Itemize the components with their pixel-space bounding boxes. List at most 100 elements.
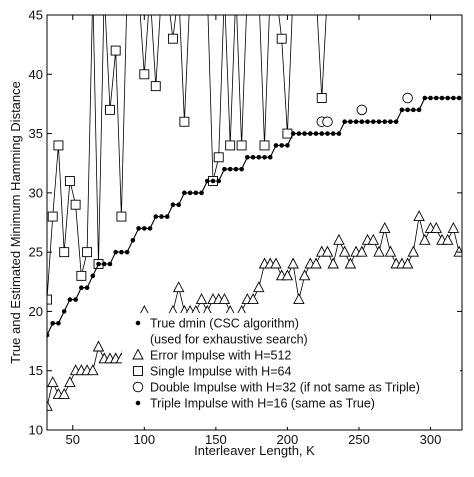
data-point-dot bbox=[176, 202, 181, 208]
data-point-triangle bbox=[47, 376, 59, 388]
data-point-triangle bbox=[247, 293, 259, 305]
data-point-square bbox=[82, 247, 93, 258]
y-axis-label: True and Estimated Minimum Hamming Dista… bbox=[8, 81, 23, 364]
y-tick-label: 30 bbox=[29, 185, 43, 200]
data-point-dot bbox=[96, 261, 101, 267]
data-point-triangle bbox=[92, 340, 105, 352]
data-point-dot bbox=[388, 119, 393, 125]
data-point-dot bbox=[302, 131, 307, 136]
data-point-dot bbox=[319, 131, 325, 136]
data-point-dot bbox=[182, 190, 187, 196]
data-point-triangle bbox=[253, 281, 265, 293]
data-point-triangle bbox=[378, 221, 391, 233]
data-point-square bbox=[47, 294, 52, 305]
legend-label: Double Impulse with H=32 (if not same as… bbox=[150, 381, 420, 395]
data-point-dot bbox=[262, 154, 267, 160]
data-point-triangle bbox=[281, 269, 294, 281]
data-point-square bbox=[53, 140, 64, 151]
data-point-square bbox=[150, 81, 161, 92]
data-point-triangle bbox=[293, 293, 305, 305]
data-point-circle bbox=[402, 92, 413, 104]
data-point-dot bbox=[250, 154, 256, 160]
data-point-dot bbox=[296, 131, 302, 136]
data-point-triangle bbox=[47, 399, 53, 411]
data-point-dot bbox=[399, 107, 405, 113]
data-point-dot bbox=[153, 214, 159, 219]
data-point-dot bbox=[216, 178, 222, 184]
data-point-dot bbox=[273, 143, 279, 148]
series-square bbox=[47, 15, 327, 305]
x-tick-label: 300 bbox=[420, 432, 442, 447]
data-point-square bbox=[316, 93, 327, 103]
data-point-dot bbox=[433, 95, 439, 101]
data-point-triangle bbox=[407, 245, 420, 257]
data-point-dot bbox=[119, 249, 124, 255]
data-point-dot bbox=[222, 166, 227, 172]
data-point-triangle bbox=[356, 245, 368, 257]
data-point-triangle bbox=[218, 293, 231, 305]
y-tick-label: 15 bbox=[29, 363, 43, 378]
data-point-triangle bbox=[87, 364, 99, 376]
data-point-dot bbox=[130, 237, 136, 243]
legend-marker-square bbox=[133, 366, 143, 376]
data-point-dot bbox=[439, 95, 445, 101]
data-point-square bbox=[167, 33, 178, 44]
data-point-triangle bbox=[413, 210, 425, 222]
data-point-triangle bbox=[338, 245, 351, 257]
y-tick-label: 10 bbox=[29, 423, 43, 438]
data-point-triangle bbox=[384, 245, 397, 257]
data-point-square bbox=[116, 211, 127, 222]
data-point-dot bbox=[285, 143, 290, 148]
data-point-square bbox=[276, 33, 287, 44]
data-point-triangle bbox=[287, 257, 299, 269]
y-tick-label: 25 bbox=[29, 245, 43, 260]
data-point-dot bbox=[405, 107, 410, 113]
data-point-triangle bbox=[419, 233, 431, 245]
legend-label: Triple Impulse with H=16 (same as True) bbox=[150, 397, 375, 411]
plot-frame bbox=[46, 14, 463, 431]
data-point-square bbox=[259, 140, 270, 151]
data-point-triangle bbox=[344, 257, 357, 269]
legend-label: True dmin (CSC algorithm) bbox=[150, 317, 299, 331]
data-point-square bbox=[70, 199, 81, 210]
data-point-dot bbox=[233, 166, 239, 172]
data-point-dot bbox=[164, 214, 170, 219]
data-point-dot bbox=[239, 166, 244, 172]
data-point-dot bbox=[348, 119, 353, 125]
legend-label: Error Impulse with H=512 bbox=[150, 349, 291, 363]
data-point-dot bbox=[353, 119, 359, 125]
x-axis-label: Interleaver Length, K bbox=[194, 443, 315, 458]
data-point-triangle bbox=[441, 233, 454, 245]
data-point-square bbox=[76, 270, 87, 281]
data-point-triangle bbox=[310, 257, 322, 269]
data-point-square bbox=[213, 152, 224, 163]
data-point-dot bbox=[290, 131, 296, 136]
data-point-triangle bbox=[195, 293, 208, 305]
data-point-dot bbox=[199, 190, 204, 196]
data-point-triangle bbox=[270, 257, 282, 269]
data-point-dot bbox=[187, 190, 193, 196]
data-point-dot bbox=[256, 154, 262, 160]
legend-label: Single Impulse with H=64 bbox=[150, 365, 291, 379]
data-point-square bbox=[282, 128, 293, 139]
data-point-triangle bbox=[321, 245, 334, 257]
x-tick-label: 200 bbox=[277, 432, 299, 447]
y-tick-label: 40 bbox=[29, 67, 43, 82]
data-point-triangle bbox=[430, 221, 442, 233]
data-point-square bbox=[179, 116, 190, 127]
x-tick-label: 100 bbox=[133, 432, 155, 447]
data-point-dot bbox=[245, 154, 250, 160]
data-point-dot bbox=[422, 95, 428, 101]
data-point-dot bbox=[382, 119, 388, 125]
data-point-dot bbox=[47, 332, 50, 338]
data-point-dot bbox=[370, 119, 376, 125]
data-point-square bbox=[105, 104, 115, 115]
data-point-dot bbox=[376, 119, 382, 125]
y-tick-label: 45 bbox=[29, 8, 43, 23]
data-point-square bbox=[236, 140, 247, 151]
data-point-dot bbox=[336, 131, 342, 136]
data-point-dot bbox=[308, 131, 313, 136]
legend-marker-dot bbox=[135, 400, 141, 406]
